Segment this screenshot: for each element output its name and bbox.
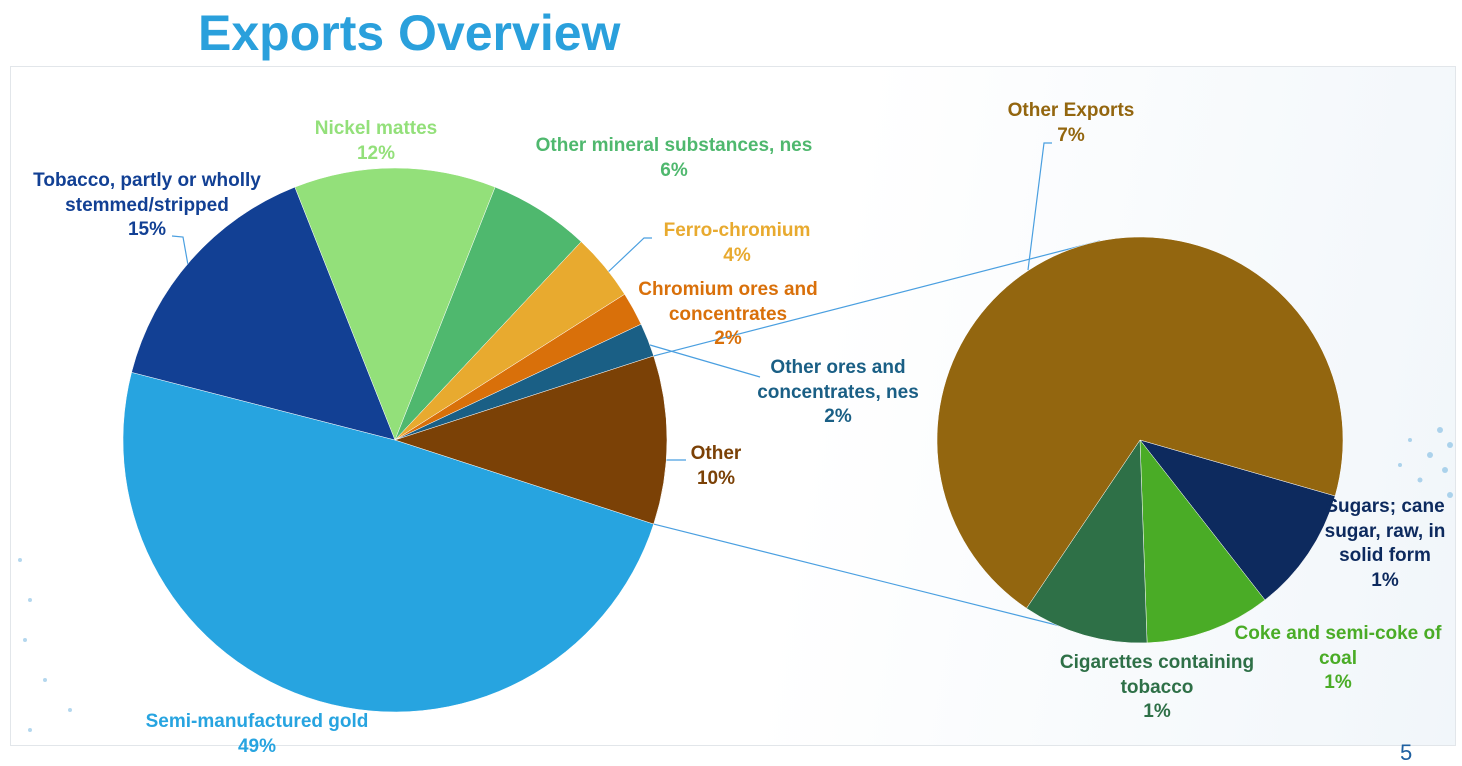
value-label: 2% [714, 328, 742, 349]
pie-slice [1139, 439, 1266, 644]
value-label: 15% [127, 219, 167, 240]
data-label: Other ores and concentrates, nes 2% [743, 356, 933, 430]
page-number: 5 [1400, 740, 1413, 765]
category-label: Other mineral substances, nes [535, 135, 813, 156]
data-label: Cigarettes containing tobacco 1% [1052, 651, 1262, 725]
category-label: Nickel mattes [314, 118, 438, 139]
value-label: 1% [1143, 701, 1171, 722]
value-label: 10% [696, 467, 736, 489]
category-label: Other ores and concentrates, nes [757, 357, 919, 403]
pie-slice [1139, 439, 1336, 601]
data-label: Tobacco, partly or wholly stemmed/stripp… [2, 169, 292, 243]
data-label: Sugars; cane sugar, raw, in solid form 1% [1320, 495, 1450, 593]
data-label: Semi-manufactured gold 49% [107, 710, 407, 759]
title: Exports Overview [198, 5, 621, 61]
data-label: Chromium ores and concentrates 2% [628, 278, 828, 352]
category-label: Cigarettes containing tobacco [1059, 652, 1255, 698]
value-label: 1% [1324, 672, 1352, 693]
data-label: Coke and semi-coke of coal 1% [1228, 622, 1448, 696]
category-label: Other [690, 443, 742, 464]
value-label: 6% [660, 159, 688, 181]
category-label: Semi-manufactured gold [145, 711, 369, 732]
value-label: 12% [356, 142, 396, 164]
category-label: Sugars; cane sugar, raw, in solid form [1324, 496, 1446, 566]
data-label: Ferro-chromium 4% [637, 219, 837, 268]
category-label: Tobacco, partly or wholly stemmed/stripp… [33, 170, 261, 216]
pie-slice [294, 167, 496, 441]
pie-slice [394, 355, 668, 525]
category-label: Ferro-chromium [663, 220, 811, 241]
value-label: 7% [1057, 124, 1085, 146]
leader-lines [171, 142, 1052, 461]
data-label: Nickel mattes 12% [276, 117, 476, 166]
category-label: Coke and semi-coke of coal [1234, 623, 1442, 669]
value-label: 4% [723, 244, 751, 266]
data-label: Other 10% [666, 442, 766, 491]
decoration [18, 427, 1453, 732]
data-label: Other mineral substances, nes 6% [529, 134, 819, 183]
connector-line [653, 240, 1101, 357]
category-label: Other Exports [1007, 100, 1135, 121]
category-label: Chromium ores and concentrates [638, 279, 818, 325]
value-label: 1% [1371, 569, 1399, 591]
pie-slice [131, 186, 396, 441]
connector-line [653, 523, 1121, 642]
pie-slice [1026, 439, 1148, 644]
pie-slice [122, 372, 655, 713]
pie-slice [936, 236, 1344, 609]
value-label: 49% [237, 735, 277, 757]
value-label: 2% [824, 406, 852, 427]
data-label: Other Exports 7% [971, 99, 1171, 148]
